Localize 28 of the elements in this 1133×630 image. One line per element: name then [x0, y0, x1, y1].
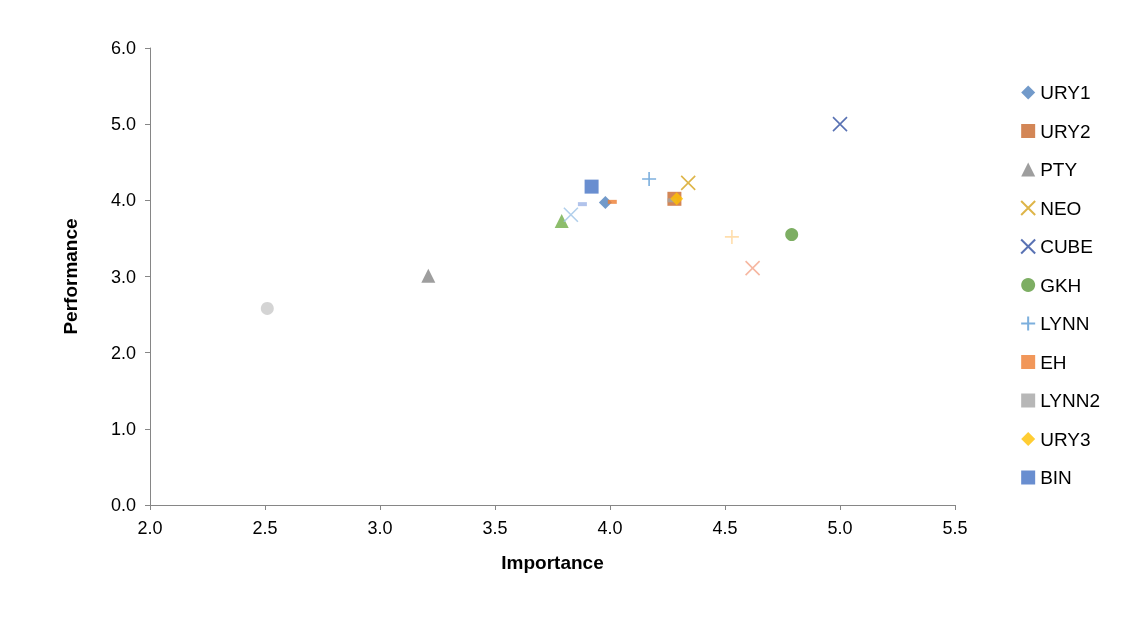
y-tick-label: 1.0 — [110, 418, 136, 439]
legend-label: LYNN — [1040, 313, 1090, 334]
legend-label: URY2 — [1040, 120, 1091, 142]
x-axis-title: Importance — [501, 552, 604, 573]
y-tick-label: 2.0 — [110, 342, 136, 363]
y-tick-label: 0.0 — [110, 495, 136, 515]
y-tick-label: 3.0 — [110, 266, 136, 287]
x-tick-label: 5.0 — [827, 518, 853, 538]
legend-label: NEO — [1040, 197, 1082, 219]
x-tick-label: 3.0 — [367, 518, 393, 538]
y-tick-label: 4.0 — [110, 190, 136, 211]
legend-label: EH — [1040, 351, 1067, 373]
x-tick-label: 4.0 — [597, 518, 623, 538]
y-axis-title: Performance — [60, 218, 81, 335]
legend-label: CUBE — [1040, 236, 1093, 257]
x-tick-label: 4.5 — [712, 518, 738, 538]
legend-label: BIN — [1040, 467, 1072, 488]
x-tick-label: 2.5 — [252, 518, 278, 538]
x-tick-label: 3.5 — [482, 518, 508, 538]
x-tick-label: 2.0 — [137, 518, 163, 538]
legend-label: URY3 — [1040, 428, 1091, 450]
legend-label: LYNN2 — [1040, 390, 1100, 411]
x-tick-label: 5.5 — [942, 518, 968, 538]
y-tick-label: 5.0 — [110, 114, 136, 135]
legend-label: GKH — [1040, 274, 1082, 296]
y-tick-label: 6.0 — [110, 38, 136, 58]
legend-label: URY1 — [1040, 82, 1091, 103]
legend-label: PTY — [1040, 159, 1078, 180]
